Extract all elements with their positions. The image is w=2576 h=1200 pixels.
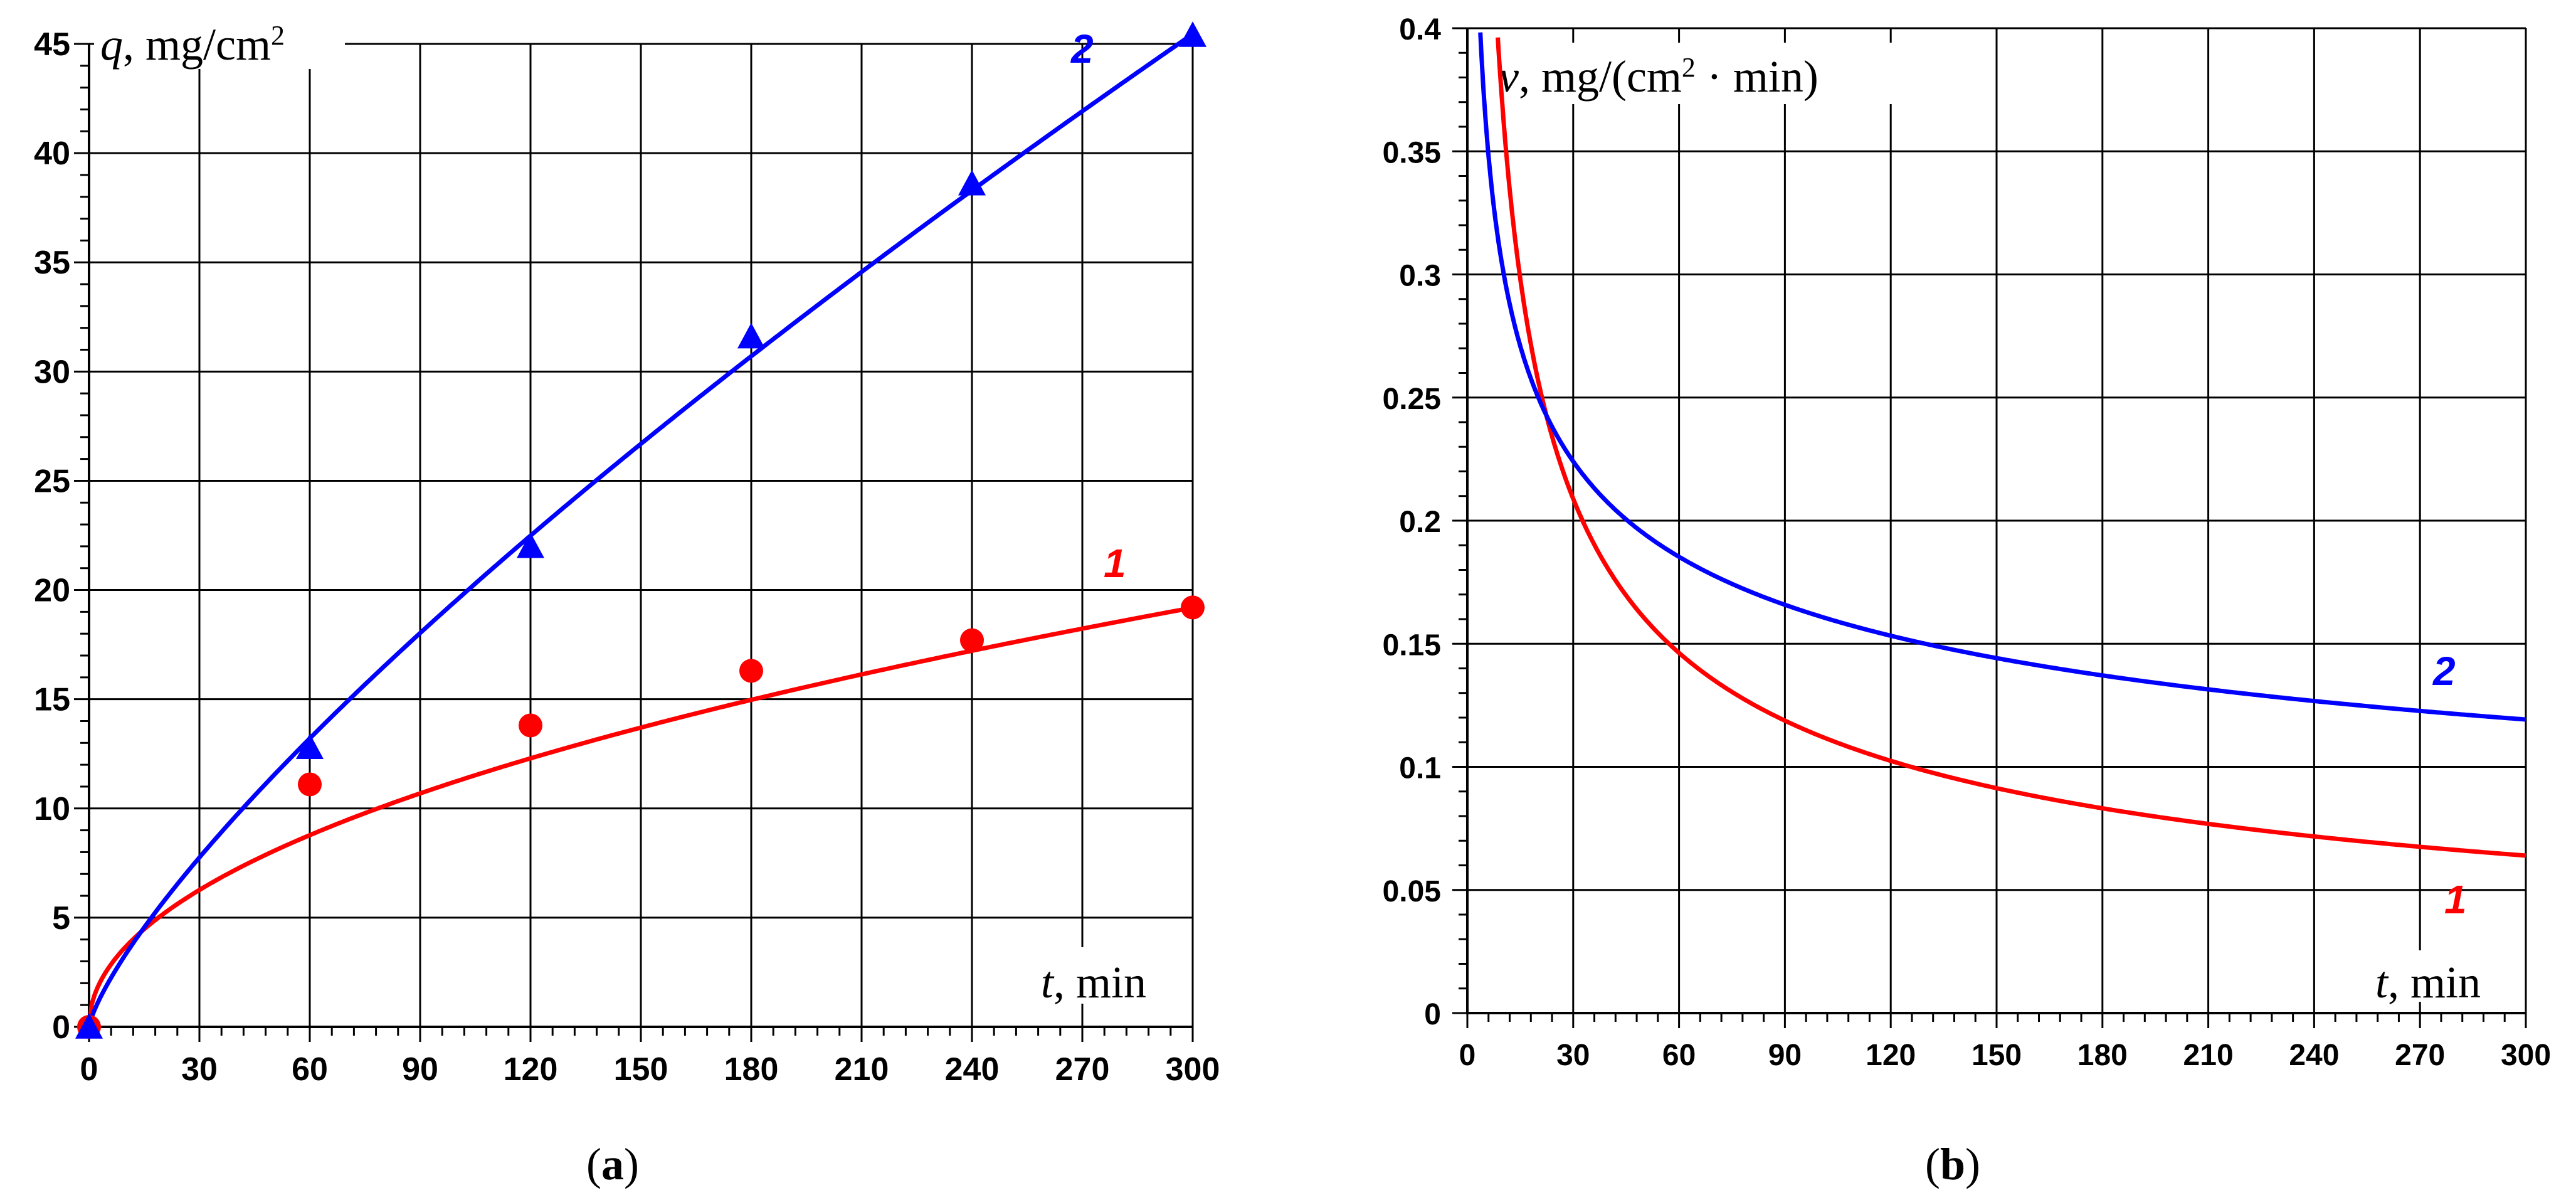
x-tick-label: 0 [80, 1051, 98, 1088]
series-2-point [517, 532, 544, 558]
series-2-label: 2 [1070, 26, 1094, 72]
y-tick-label: 35 [34, 245, 70, 281]
series-1-label: 1 [1104, 541, 1126, 586]
y-tick-label: 20 [34, 573, 70, 609]
y-axis-unit-post: · min) [1696, 51, 1819, 102]
y-tick-labels: 0 5 10 15 20 25 30 35 40 45 [34, 26, 70, 1046]
series-2-point [737, 322, 765, 349]
y-axis-unit: mg/cm [145, 19, 271, 70]
series-2-point [1179, 21, 1206, 47]
x-axis-label: t, min [1041, 957, 1146, 1007]
y-axis-unit-sup: 2 [271, 20, 285, 51]
x-axis-symbol: t [1041, 957, 1055, 1007]
x-axis-unit: min [1076, 957, 1146, 1007]
series-1-point [519, 713, 542, 738]
y-tick-label: 0.3 [1399, 260, 1441, 293]
series-1-line [1496, 37, 2526, 858]
y-tick-label: 0.25 [1383, 383, 1441, 416]
series-2-point [958, 169, 986, 196]
y-tick-label: 45 [34, 26, 70, 63]
y-tick-label: 0.4 [1399, 13, 1441, 46]
x-tick-label: 90 [402, 1051, 438, 1088]
x-tick-label: 210 [835, 1051, 889, 1088]
x-tick-label: 60 [292, 1051, 328, 1088]
y-axis-label: q, mg/cm2 [100, 19, 285, 70]
y-tick-label: 0 [52, 1009, 70, 1046]
grid [89, 43, 1194, 1027]
x-tick-label: 120 [504, 1051, 558, 1088]
panel-b-caption: (b) [1925, 1139, 1980, 1189]
series-1-point [960, 628, 984, 652]
series-markers [75, 21, 1206, 1039]
x-tick-label: 300 [1166, 1051, 1220, 1088]
x-tick-label: 210 [2183, 1039, 2234, 1072]
x-axis-unit: min [2410, 957, 2481, 1007]
y-tick-labels: 0 0.05 0.1 0.15 0.2 0.25 0.3 0.35 0.4 [1383, 13, 1442, 1031]
y-tick-label: 0 [1424, 998, 1441, 1031]
x-tick-label: 240 [2289, 1039, 2339, 1072]
x-tick-label: 120 [1866, 1039, 1916, 1072]
x-tick-labels: 0 30 60 90 120 150 180 210 240 270 300 [1459, 1039, 2551, 1072]
x-axis-symbol: t [2375, 957, 2389, 1007]
series-2-point [75, 1013, 103, 1039]
x-axis-label: t, min [2375, 957, 2481, 1007]
x-tick-label: 270 [2395, 1039, 2445, 1072]
y-tick-label: 0.1 [1399, 752, 1441, 785]
x-tick-label: 30 [1556, 1039, 1590, 1072]
x-tick-labels: 0 30 60 90 120 150 180 210 240 270 300 [80, 1051, 1220, 1088]
axes [1452, 27, 2527, 1028]
chart-panel-b: 0 30 60 90 120 150 180 210 240 270 300 0 0.05 0.1 0.1… [1383, 13, 2551, 1189]
panel-a-caption: (a) [586, 1139, 639, 1189]
y-tick-label: 25 [34, 463, 70, 499]
series-2-label: 2 [2432, 649, 2456, 694]
series-2-point [296, 733, 324, 759]
grid [1467, 27, 2527, 1013]
y-tick-label: 40 [34, 135, 70, 172]
series-2-line [87, 32, 1194, 1027]
series-curves [1478, 32, 2526, 858]
axes [74, 43, 1194, 1042]
x-tick-label: 0 [1459, 1039, 1476, 1072]
series-1-point [739, 659, 763, 683]
x-tick-label: 30 [181, 1051, 218, 1088]
series-1-line [87, 605, 1193, 1027]
y-tick-label: 15 [34, 682, 70, 718]
y-axis-label: v, mg/(cm2 · min) [1499, 51, 1819, 102]
x-tick-label: 300 [2501, 1039, 2551, 1072]
y-tick-label: 0.15 [1383, 629, 1441, 662]
chart-panel-a: 0 30 60 90 120 150 180 210 240 270 300 05101520253… [34, 14, 1220, 1189]
x-tick-label: 150 [1972, 1039, 2022, 1072]
x-tick-label: 240 [945, 1051, 1000, 1088]
y-tick-label: 0.35 [1383, 136, 1441, 169]
x-tick-label: 60 [1662, 1039, 1696, 1072]
y-tick-label: 5 [52, 900, 70, 937]
y-tick-label: 10 [34, 791, 70, 827]
y-tick-label: 0.2 [1399, 506, 1441, 539]
y-tick-label: 30 [34, 354, 70, 390]
x-tick-label: 180 [724, 1051, 779, 1088]
series-1-label: 1 [2444, 877, 2467, 922]
x-tick-label: 90 [1768, 1039, 1802, 1072]
y-tick-label: 0.05 [1383, 875, 1441, 908]
x-tick-label: 270 [1055, 1051, 1110, 1088]
series-1-point [298, 772, 322, 797]
x-tick-label: 180 [2077, 1039, 2128, 1072]
series-1-point [1181, 595, 1205, 620]
y-axis-unit-sup: 2 [1682, 52, 1696, 83]
series-2-line [1478, 32, 2526, 722]
y-axis-unit-pre: mg/(cm [1541, 51, 1682, 102]
x-tick-label: 150 [614, 1051, 668, 1088]
series-curves [87, 32, 1194, 1027]
y-axis-symbol: q [100, 19, 123, 70]
